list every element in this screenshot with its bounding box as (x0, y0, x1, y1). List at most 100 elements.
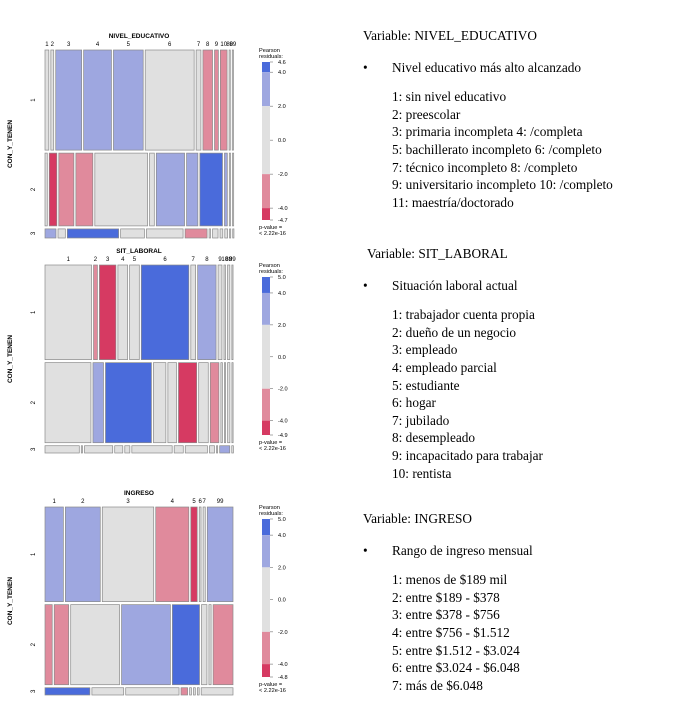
mosaic-tile (99, 264, 117, 360)
mosaic-tile (66, 228, 119, 239)
mosaic-tile (178, 362, 198, 444)
mosaic-tile (91, 687, 125, 696)
mosaic-tile (180, 687, 188, 696)
legend-title: residuals: (259, 511, 283, 517)
mosaic-tile (44, 445, 80, 454)
code-list: 1: menos de $189 mil 2: entre $189 - $37… (363, 571, 533, 694)
legend-title: Pearson (259, 505, 280, 511)
x-tick-label: 2 (51, 42, 55, 48)
legend-tick-label: -2.0 (278, 630, 288, 636)
mosaic-tile (224, 152, 228, 227)
legend-color-band (262, 567, 270, 632)
mosaic-tile (184, 228, 208, 239)
x-tick-label: 10 (220, 42, 227, 48)
legend-title: residuals: (259, 269, 283, 275)
bullet-item: • Situación laboral actual (363, 277, 543, 295)
mosaic-tile (193, 687, 196, 696)
legend-tick-label: 2.0 (278, 323, 286, 329)
code-list: 1: sin nivel educativo 2: preescolar 3: … (363, 88, 613, 211)
mosaic-tile (202, 49, 213, 151)
mosaic-svg-2: INGRESO CON_Y_TENEN 1 2 3 4 5 6 7 99 1 2 3 Pearsonres… (7, 490, 288, 696)
variable-title: Variable: SIT_LABORAL (367, 246, 508, 261)
code-item: 5: estudiante (392, 377, 460, 393)
mosaic-tile (198, 506, 202, 602)
legend-tick-label: 4.0 (278, 291, 286, 297)
y-tick-label: 1 (31, 552, 37, 556)
description-nivel-educativo: Variable: NIVEL_EDUCATIVO • Nivel educat… (363, 27, 613, 211)
legend-tick-label: -4.0 (278, 662, 288, 668)
mosaic-tile (50, 49, 55, 151)
legend-tick-label: -4.9 (278, 433, 288, 439)
mosaic-tile (70, 604, 120, 686)
mosaic-tile (227, 362, 231, 444)
mosaic-tile (144, 49, 195, 151)
legend-title: Pearson (259, 263, 280, 269)
code-item: 6: hogar (392, 395, 436, 411)
mosaic-tile (220, 49, 228, 151)
legend-tick-label: -4.8 (278, 675, 288, 681)
x-tick-label: 99 (229, 257, 236, 263)
x-tick-label: 99 (217, 499, 224, 505)
mosaic-tile (129, 264, 140, 360)
x-tick-label: 1 (45, 42, 49, 48)
mosaic-tile (125, 687, 180, 696)
y-tick-label: 2 (31, 642, 37, 646)
mosaic-tile (198, 362, 209, 444)
code-item: 10: rentista (392, 465, 452, 481)
mosaic-tile (219, 445, 231, 454)
bullet-icon: • (363, 277, 368, 293)
x-axis-title: NIVEL_EDUCATIVO (109, 33, 170, 40)
description-sit-laboral: Variable: SIT_LABORAL • Situación labora… (363, 245, 543, 482)
y-tick-label: 1 (31, 310, 37, 314)
bullet-text: Situación laboral actual (392, 277, 518, 293)
x-tick-label: 88 (225, 257, 232, 263)
mosaic-tile (190, 264, 197, 360)
x-tick-label: 3 (106, 257, 110, 263)
legend-tick-label: 0.0 (278, 138, 286, 144)
mosaic-tile (206, 506, 234, 602)
code-item: 1: sin nivel educativo (392, 89, 507, 105)
x-axis-title: INGRESO (124, 490, 154, 497)
x-tick-label: 9 (215, 42, 219, 48)
mosaic-tile (44, 362, 92, 444)
mosaic-tile (208, 604, 212, 686)
mosaic-tile (195, 49, 202, 151)
legend-tick-label: 4.0 (278, 70, 286, 76)
mosaic-tile (121, 604, 171, 686)
p-value-label: < 2.22e-16 (259, 231, 286, 237)
p-value-label: p-value = (259, 225, 282, 231)
bullet-text: Rango de ingreso mensual (392, 542, 533, 558)
mosaic-tile (209, 445, 215, 454)
mosaic-tile (173, 445, 184, 454)
mosaic-tile (184, 445, 208, 454)
bullet-icon: • (363, 59, 368, 75)
mosaic-tile (58, 152, 75, 227)
mosaic-tile (84, 445, 114, 454)
mosaic-tile (105, 362, 152, 444)
x-tick-label: 4 (121, 257, 125, 263)
mosaic-tile (212, 228, 219, 239)
code-item: 9: universitario incompleto 10: /complet… (392, 177, 613, 193)
mosaic-tile (186, 152, 199, 227)
mosaic-tile (92, 362, 104, 444)
code-item: 4: empleado parcial (392, 359, 497, 375)
code-item: 7: más de $6.048 (392, 677, 483, 693)
legend-color-band (262, 277, 270, 293)
mosaic-tile (224, 362, 226, 444)
mosaic-tile (65, 506, 101, 602)
y-tick-label: 3 (31, 689, 37, 693)
mosaic-tile (114, 445, 124, 454)
p-value-label: < 2.22e-16 (259, 446, 286, 452)
mosaic-tile (44, 687, 91, 696)
x-tick-label: 7 (197, 42, 201, 48)
legend-color-band (262, 324, 270, 389)
legend-color-band (262, 519, 270, 536)
x-tick-label: 6 (198, 499, 202, 505)
x-tick-label: 6 (163, 257, 167, 263)
mosaic-tile (44, 152, 48, 227)
mosaic-tile (217, 264, 223, 360)
legend-color-band (262, 388, 270, 421)
mosaic-tile (140, 264, 190, 360)
mosaic-tile (212, 604, 234, 686)
